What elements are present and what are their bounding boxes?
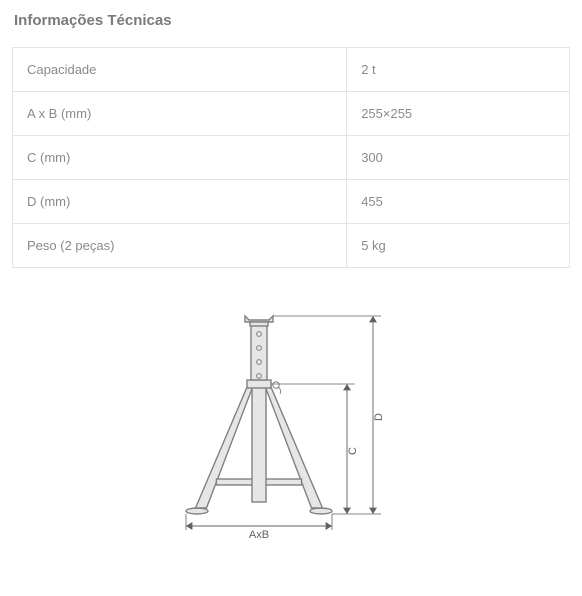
table-row: A x B (mm) 255×255 <box>13 92 570 136</box>
spec-value: 300 <box>347 136 570 180</box>
spec-label: C (mm) <box>13 136 347 180</box>
table-row: D (mm) 455 <box>13 180 570 224</box>
spec-value: 5 kg <box>347 224 570 268</box>
svg-text:D: D <box>373 413 385 421</box>
svg-text:C: C <box>347 447 359 455</box>
spec-label: Peso (2 peças) <box>13 224 347 268</box>
spec-label: D (mm) <box>13 180 347 224</box>
jack-stand-diagram: C D AxB <box>161 290 421 540</box>
svg-text:AxB: AxB <box>249 529 269 540</box>
spec-label: A x B (mm) <box>13 92 347 136</box>
spec-value: 455 <box>347 180 570 224</box>
spec-value: 255×255 <box>347 92 570 136</box>
table-row: Peso (2 peças) 5 kg <box>13 224 570 268</box>
spec-label: Capacidade <box>13 48 347 92</box>
spec-value: 2 t <box>347 48 570 92</box>
diagram-container: C D AxB <box>12 290 570 540</box>
table-row: C (mm) 300 <box>13 136 570 180</box>
table-row: Capacidade 2 t <box>13 48 570 92</box>
spec-table: Capacidade 2 t A x B (mm) 255×255 C (mm)… <box>12 47 570 268</box>
section-title: Informações Técnicas <box>12 12 570 29</box>
